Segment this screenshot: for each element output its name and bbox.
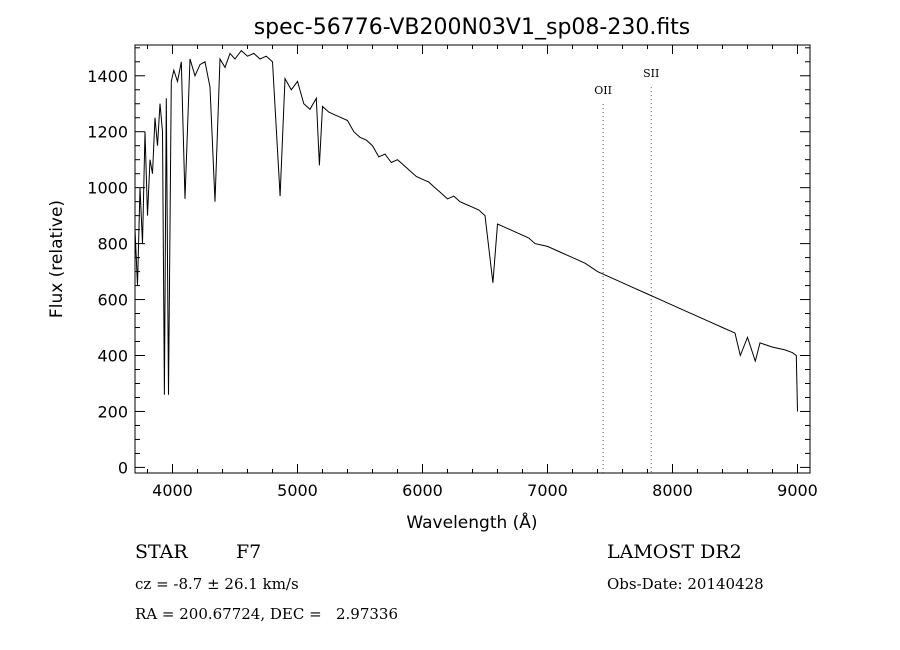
x-tick-label: 8000: [652, 481, 693, 500]
spectral-subclass: F7: [236, 541, 262, 563]
observation-date: Obs-Date: 20140428: [607, 575, 764, 593]
y-axis-ticks: 0 200 400 600 800 1000 1200 1400: [87, 47, 810, 477]
x-tick-label: 9000: [777, 481, 818, 500]
y-tick-label: 600: [97, 291, 128, 310]
y-tick-label: 0: [118, 458, 128, 477]
y-tick-label: 1400: [87, 67, 128, 86]
x-tick-label: 5000: [277, 481, 318, 500]
x-axis-label: Wavelength (Å): [406, 511, 537, 533]
radial-velocity: cz = -8.7 ± 26.1 km/s: [135, 575, 299, 593]
object-type: STAR: [135, 541, 188, 563]
x-tick-label: 4000: [152, 481, 193, 500]
y-tick-label: 1200: [87, 123, 128, 142]
y-tick-label: 1000: [87, 179, 128, 198]
annotation-label: OII: [594, 84, 612, 97]
chart-title: spec-56776-VB200N03V1_sp08-230.fits: [254, 15, 691, 40]
y-tick-label: 800: [97, 235, 128, 254]
y-tick-label: 200: [97, 402, 128, 421]
coordinates: RA = 200.67724, DEC = 2.97336: [135, 605, 399, 623]
x-tick-label: 6000: [402, 481, 443, 500]
y-tick-label: 400: [97, 347, 128, 366]
line-annotations: OII SII: [594, 67, 659, 473]
plot-frame: [134, 44, 811, 474]
x-tick-label: 7000: [527, 481, 568, 500]
y-axis-label: Flux (relative): [47, 200, 67, 318]
flux-series-line: [134, 49, 798, 412]
survey-name: LAMOST DR2: [607, 541, 742, 563]
annotation-label: SII: [643, 67, 659, 80]
x-axis-ticks: 4000 5000 6000 7000 8000 9000: [147, 45, 818, 500]
